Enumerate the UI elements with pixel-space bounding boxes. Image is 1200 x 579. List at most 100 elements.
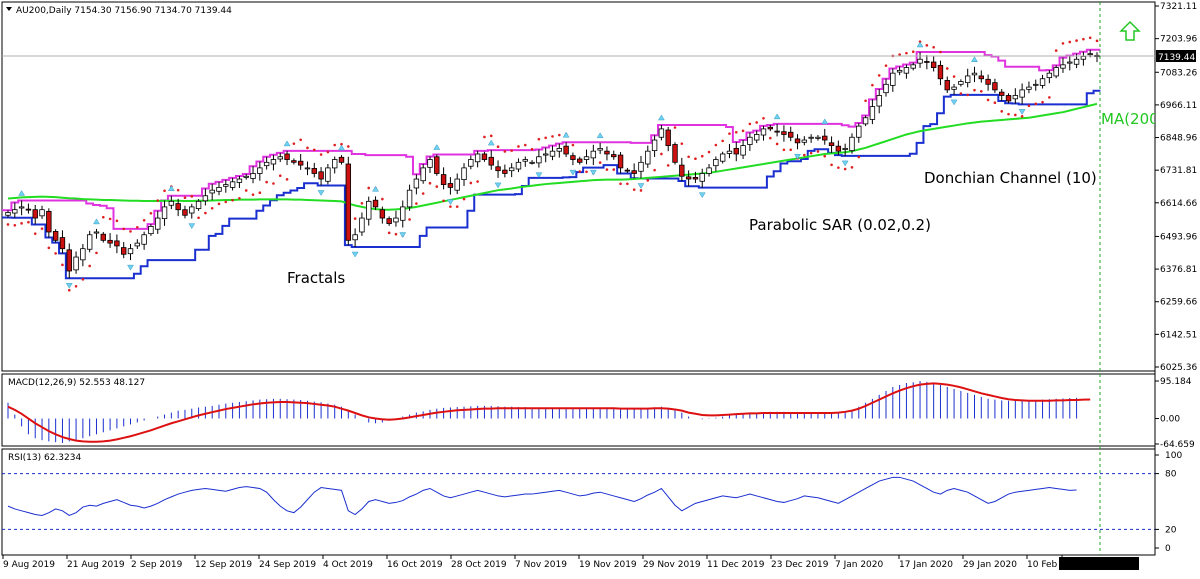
candle-body[interactable] <box>903 67 910 74</box>
candle-body[interactable] <box>1005 95 1012 102</box>
candle-body[interactable] <box>5 212 11 216</box>
candle-body[interactable] <box>862 117 869 125</box>
candle-body[interactable] <box>127 248 134 255</box>
candle-body[interactable] <box>209 189 215 194</box>
candle-body[interactable] <box>291 160 297 163</box>
candle-body[interactable] <box>134 242 141 247</box>
candle-body[interactable] <box>379 209 386 219</box>
candle-body[interactable] <box>733 147 739 155</box>
candle-body[interactable] <box>951 86 957 90</box>
candle-body[interactable] <box>257 167 263 174</box>
candle-body[interactable] <box>325 167 331 182</box>
candle-body[interactable] <box>86 234 93 250</box>
candle-body[interactable] <box>583 156 590 160</box>
candle-body[interactable] <box>896 69 903 73</box>
candle-body[interactable] <box>195 200 202 209</box>
candle-body[interactable] <box>1073 58 1080 65</box>
candle-body[interactable] <box>73 256 79 271</box>
candle-body[interactable] <box>835 145 842 152</box>
candle-body[interactable] <box>400 206 406 221</box>
candle-body[interactable] <box>168 200 175 206</box>
candle-body[interactable] <box>372 199 379 208</box>
candle-body[interactable] <box>651 139 658 152</box>
candle-body[interactable] <box>461 167 467 181</box>
candle-body[interactable] <box>468 159 474 167</box>
candle-body[interactable] <box>434 156 440 174</box>
candle-body[interactable] <box>345 163 352 241</box>
candle-body[interactable] <box>447 183 454 188</box>
candle-body[interactable] <box>992 82 998 91</box>
candle-body[interactable] <box>32 209 38 219</box>
candle-body[interactable] <box>46 210 52 233</box>
candle-body[interactable] <box>713 159 719 167</box>
candle-body[interactable] <box>488 156 494 166</box>
candle-body[interactable] <box>549 150 556 157</box>
candle-body[interactable] <box>366 200 372 220</box>
candle-body[interactable] <box>250 173 256 179</box>
candle-body[interactable] <box>502 169 508 174</box>
candle-body[interactable] <box>917 58 923 64</box>
candle-body[interactable] <box>141 234 147 245</box>
candle-body[interactable] <box>297 160 304 166</box>
candle-body[interactable] <box>570 155 576 160</box>
candle-body[interactable] <box>12 209 18 214</box>
candle-body[interactable] <box>536 156 542 164</box>
candle-body[interactable] <box>774 130 780 133</box>
candle-body[interactable] <box>39 209 45 217</box>
candle-body[interactable] <box>679 164 685 177</box>
candle-body[interactable] <box>788 131 794 138</box>
candle-body[interactable] <box>964 75 971 84</box>
candle-body[interactable] <box>556 147 563 152</box>
candle-body[interactable] <box>155 217 161 230</box>
candle-body[interactable] <box>611 154 617 158</box>
candle-body[interactable] <box>454 178 460 191</box>
candle-body[interactable] <box>80 248 86 261</box>
candle-body[interactable] <box>638 161 644 172</box>
candle-body[interactable] <box>304 167 311 170</box>
candle-body[interactable] <box>692 176 699 180</box>
candle-body[interactable] <box>883 83 889 94</box>
candle-body[interactable] <box>1060 64 1066 69</box>
candle-body[interactable] <box>352 234 358 241</box>
candle-body[interactable] <box>910 64 916 69</box>
candle-body[interactable] <box>18 206 25 209</box>
candle-body[interactable] <box>1087 53 1093 56</box>
candle-body[interactable] <box>842 147 848 150</box>
candle-body[interactable] <box>270 159 277 165</box>
candle-body[interactable] <box>284 153 290 160</box>
candle-body[interactable] <box>386 218 392 225</box>
candle-body[interactable] <box>924 61 930 63</box>
candle-body[interactable] <box>338 156 345 163</box>
collapse-triangle-icon[interactable] <box>6 7 12 11</box>
candle-body[interactable] <box>1033 83 1039 86</box>
candle-body[interactable] <box>481 153 488 160</box>
candle-body[interactable] <box>420 167 426 182</box>
candle-body[interactable] <box>747 136 753 145</box>
candle-body[interactable] <box>100 233 106 241</box>
candle-body[interactable] <box>318 171 324 180</box>
candle-body[interactable] <box>427 159 433 168</box>
candle-body[interactable] <box>440 174 447 186</box>
candle-body[interactable] <box>740 145 746 156</box>
candle-body[interactable] <box>223 184 229 187</box>
candle-body[interactable] <box>658 128 665 138</box>
candle-body[interactable] <box>515 161 522 170</box>
candle-body[interactable] <box>1039 78 1046 86</box>
candle-body[interactable] <box>876 95 882 107</box>
candle-body[interactable] <box>216 187 222 192</box>
candle-body[interactable] <box>474 153 481 163</box>
candle-body[interactable] <box>114 240 120 247</box>
candle-body[interactable] <box>985 78 991 85</box>
candle-body[interactable] <box>1026 86 1032 90</box>
candle-body[interactable] <box>243 175 249 178</box>
candle-body[interactable] <box>1067 61 1073 64</box>
candle-body[interactable] <box>277 156 283 160</box>
candle-body[interactable] <box>121 247 127 255</box>
candle-body[interactable] <box>107 239 113 244</box>
candle-body[interactable] <box>577 158 583 163</box>
candle-body[interactable] <box>590 150 597 159</box>
candle-body[interactable] <box>856 125 862 138</box>
candle-body[interactable] <box>672 144 678 163</box>
candle-body[interactable] <box>760 128 767 136</box>
